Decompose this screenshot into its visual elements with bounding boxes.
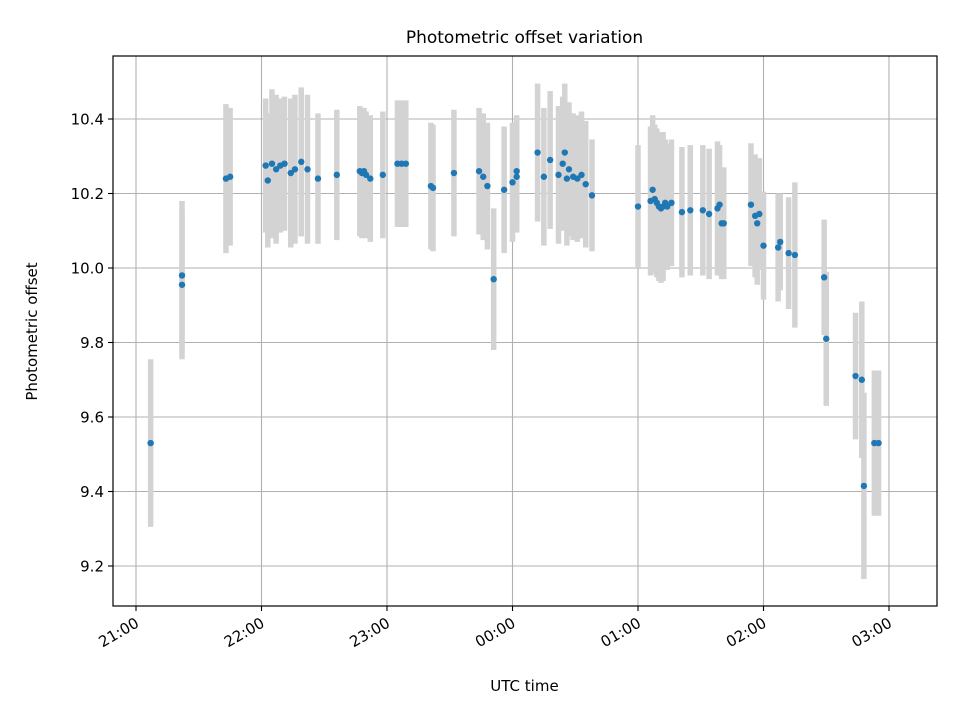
axes-frame bbox=[112, 55, 938, 607]
data-point bbox=[720, 220, 727, 227]
data-point bbox=[226, 173, 234, 180]
data-point bbox=[716, 201, 723, 208]
y-tick-label: 9.2 bbox=[80, 558, 104, 576]
x-tick-label: 22:00 bbox=[221, 614, 267, 651]
data-point bbox=[379, 171, 387, 179]
data-point bbox=[858, 376, 866, 383]
data-point bbox=[450, 169, 458, 177]
data-point bbox=[291, 166, 299, 173]
data-point bbox=[678, 208, 686, 216]
data-point bbox=[475, 167, 483, 175]
data-point bbox=[362, 171, 370, 179]
data-point bbox=[649, 186, 656, 193]
y-tick-label: 10.2 bbox=[71, 185, 104, 203]
data-point bbox=[860, 482, 868, 490]
x-tick-label: 23:00 bbox=[347, 614, 393, 651]
y-tick-label: 9.8 bbox=[80, 334, 104, 352]
data-point bbox=[852, 372, 859, 380]
data-point bbox=[756, 210, 763, 218]
y-axis-label: Photometric offset bbox=[23, 262, 41, 400]
data-point bbox=[314, 175, 322, 182]
data-point bbox=[509, 179, 516, 186]
data-point bbox=[561, 149, 568, 156]
data-point bbox=[304, 166, 311, 173]
data-point bbox=[480, 173, 487, 180]
x-tick-label: 03:00 bbox=[849, 614, 895, 651]
x-tick-label: 02:00 bbox=[723, 614, 769, 651]
data-point bbox=[582, 180, 589, 188]
data-point bbox=[500, 186, 508, 193]
data-point bbox=[513, 167, 520, 175]
error-bars bbox=[147, 83, 882, 580]
data-point bbox=[333, 171, 340, 179]
grid-lines bbox=[113, 56, 937, 606]
x-tick-label: 01:00 bbox=[598, 614, 644, 651]
data-point bbox=[262, 162, 269, 169]
data-point bbox=[484, 182, 491, 190]
data-point bbox=[664, 203, 671, 210]
data-point bbox=[264, 177, 271, 184]
data-point bbox=[490, 275, 497, 283]
data-point bbox=[268, 160, 276, 167]
data-point bbox=[823, 335, 830, 342]
y-axis-ticks: 9.2 9.4 9.6 9.8 10.0 10.2 10.4 bbox=[71, 111, 113, 576]
data-point bbox=[178, 272, 186, 279]
data-point bbox=[747, 201, 755, 208]
data-point bbox=[705, 210, 713, 218]
data-point bbox=[699, 207, 707, 214]
data-point bbox=[754, 220, 761, 227]
chart-title: Photometric offset variation bbox=[406, 28, 643, 48]
data-point bbox=[178, 281, 186, 288]
y-tick-label: 9.6 bbox=[80, 409, 104, 427]
y-tick-label: 10.0 bbox=[71, 260, 104, 278]
data-point bbox=[668, 199, 675, 207]
data-point bbox=[367, 175, 374, 182]
data-point bbox=[147, 439, 154, 447]
x-tick-label: 00:00 bbox=[472, 614, 518, 651]
data-point bbox=[563, 175, 571, 182]
data-point bbox=[777, 238, 784, 246]
data-point bbox=[791, 251, 799, 259]
x-tick-label: 21:00 bbox=[96, 614, 142, 651]
data-point bbox=[574, 175, 581, 182]
data-point bbox=[875, 439, 882, 447]
y-tick-label: 9.4 bbox=[80, 483, 104, 501]
x-axis-label: UTC time bbox=[490, 677, 558, 695]
data-point bbox=[559, 160, 566, 167]
data-point bbox=[634, 203, 642, 210]
data-point bbox=[565, 166, 573, 173]
data-point bbox=[820, 274, 828, 281]
data-point bbox=[785, 249, 792, 257]
data-points bbox=[147, 149, 882, 490]
data-point bbox=[588, 192, 596, 199]
data-point bbox=[774, 244, 782, 251]
data-point bbox=[298, 158, 305, 166]
data-point bbox=[287, 169, 294, 177]
data-point bbox=[578, 171, 585, 179]
data-point bbox=[429, 184, 437, 192]
data-point bbox=[687, 207, 694, 214]
data-point bbox=[281, 160, 288, 167]
data-point bbox=[760, 242, 767, 249]
data-point bbox=[272, 166, 280, 173]
data-point bbox=[534, 149, 541, 156]
y-tick-label: 10.4 bbox=[71, 111, 104, 129]
data-point bbox=[540, 173, 548, 180]
x-axis-ticks: 21:00 22:00 23:00 00:00 01:00 02:00 03:00 bbox=[96, 606, 895, 651]
data-point bbox=[402, 160, 410, 167]
data-point bbox=[546, 156, 554, 164]
data-point bbox=[513, 173, 520, 180]
data-point bbox=[555, 171, 562, 179]
